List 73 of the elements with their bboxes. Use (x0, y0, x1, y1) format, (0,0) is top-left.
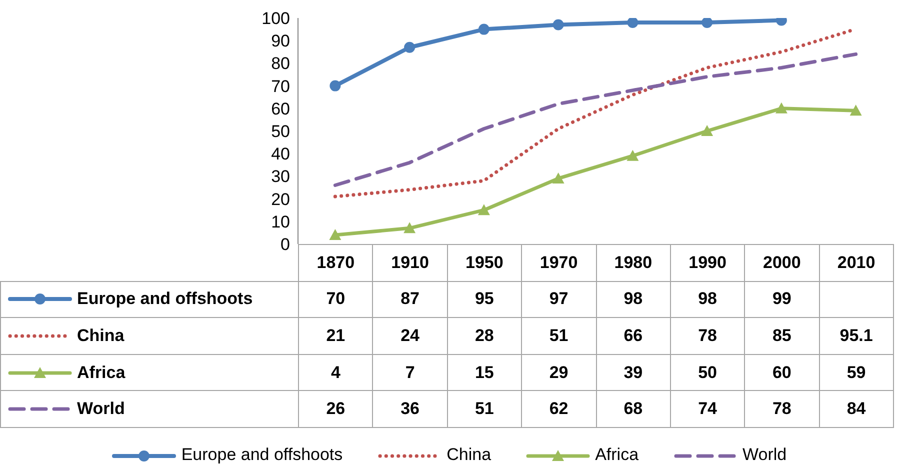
data-label: 26 (326, 399, 346, 420)
y-tick-label: 0 (280, 235, 290, 254)
legend-label: Europe and offshoots (77, 289, 253, 310)
legend-label: China (77, 326, 124, 346)
point (330, 80, 341, 92)
x-tick-label: 2010 (837, 252, 876, 273)
data-label: 70 (326, 289, 346, 310)
data-label: 85 (772, 326, 792, 346)
y-tick-label: 50 (271, 122, 290, 142)
data-label: 62 (549, 399, 568, 420)
y-tick-label: 70 (271, 76, 290, 96)
x-tick-label: 1990 (688, 252, 726, 273)
y-tick-label: 10 (271, 212, 290, 232)
data-label: 84 (846, 399, 866, 420)
y-tick-label: 60 (271, 99, 290, 118)
data-label: 36 (400, 399, 420, 420)
x-tick-label: 1870 (316, 252, 355, 273)
point (404, 42, 416, 53)
x-tick-label: 1910 (391, 252, 429, 273)
point (329, 228, 342, 240)
x-tick-label: 1970 (540, 252, 578, 273)
data-label: 51 (549, 326, 568, 346)
data-label: 39 (624, 362, 643, 383)
point (404, 222, 416, 234)
data-label: 60 (772, 362, 792, 383)
text: World (77, 399, 125, 418)
data-label: 66 (624, 326, 643, 346)
data-label: 97 (549, 289, 568, 310)
point (552, 172, 564, 184)
data-label: 59 (846, 362, 866, 383)
data-label: 98 (624, 289, 643, 310)
x-tick-label: 1980 (614, 252, 652, 273)
y-tick-label: 80 (271, 54, 290, 74)
y-tick-label: 30 (271, 167, 290, 186)
y-tick-label: 20 (271, 190, 290, 209)
legend-label: Africa (595, 445, 639, 464)
data-label: 87 (400, 289, 420, 310)
text: Africa (77, 362, 126, 382)
point (701, 125, 714, 136)
point (850, 104, 862, 116)
y-tick-label: 100 (262, 9, 290, 28)
data-label: 98 (698, 289, 718, 310)
line-series (333, 52, 858, 187)
point (775, 102, 788, 114)
point (627, 18, 638, 28)
data-label: 95 (474, 289, 494, 310)
x-tick-label: 1950 (466, 252, 504, 273)
data-label: 78 (698, 326, 718, 346)
data-label: 4 (330, 362, 340, 383)
text: China (446, 445, 492, 464)
data-label: 21 (326, 326, 346, 346)
point (478, 24, 490, 35)
legend-label: World (742, 445, 787, 464)
y-tick-label: 40 (271, 144, 290, 164)
data-label: 50 (698, 362, 718, 383)
text: Europe and offshoots (181, 445, 343, 464)
data-label: 7 (405, 362, 415, 383)
data-label: 24 (400, 326, 420, 346)
x-tick-label: 2000 (763, 252, 801, 273)
data-label: 78 (772, 399, 792, 420)
data-label: 28 (474, 326, 494, 346)
point (626, 150, 639, 161)
point (552, 19, 564, 30)
data-label: 95.1 (840, 326, 873, 346)
y-tick-label: 90 (271, 32, 290, 51)
data-label: 51 (474, 399, 494, 420)
point (702, 18, 713, 28)
data-label: 74 (698, 399, 718, 420)
data-label: 68 (624, 399, 643, 420)
data-label: 99 (772, 289, 792, 310)
data-label: 29 (549, 362, 568, 383)
point (478, 204, 490, 216)
data-label: 15 (474, 362, 494, 383)
